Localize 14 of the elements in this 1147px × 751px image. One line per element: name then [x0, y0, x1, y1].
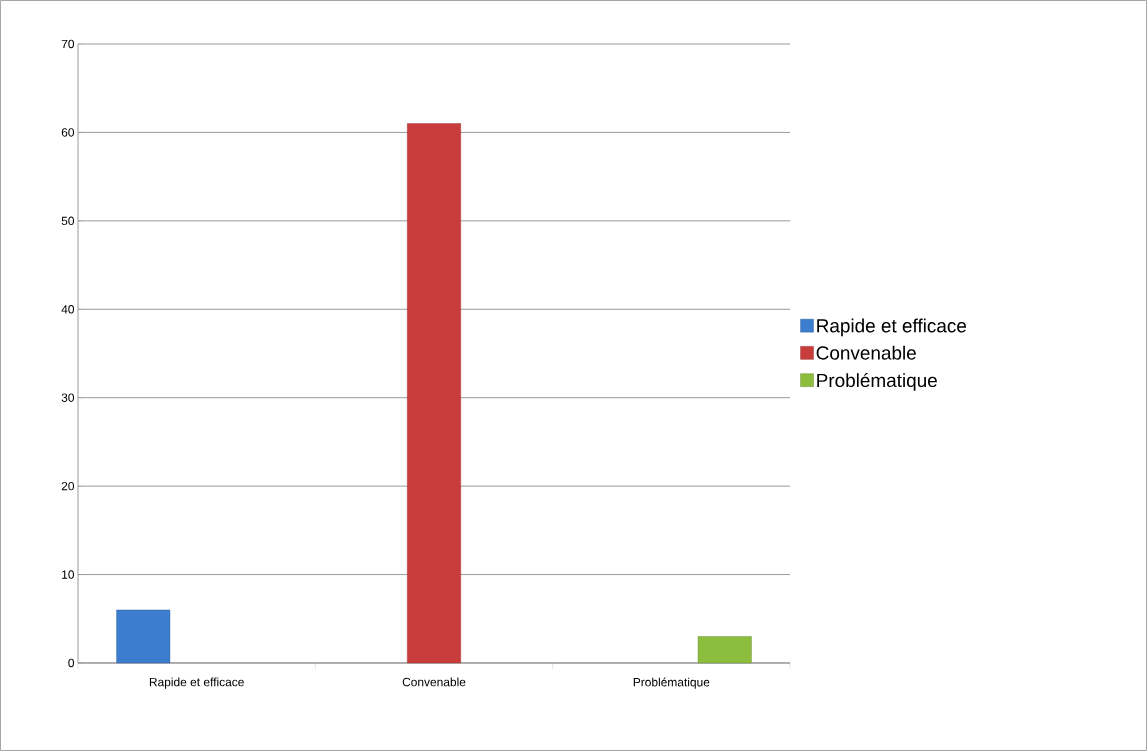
y-tick-label: 20	[61, 481, 75, 491]
x-tick-label: Rapide et efficace	[149, 677, 244, 689]
legend-label: Convenable	[816, 345, 916, 360]
y-tick-label: 60	[61, 128, 75, 137]
legend-label: Problématique	[817, 372, 937, 391]
y-tick-label: 40	[61, 305, 75, 314]
y-tick-label: 30	[61, 393, 75, 402]
x-tick-label: Convenable	[402, 677, 466, 687]
y-tick-label: 0	[68, 658, 75, 668]
y-tick-label: 70	[61, 39, 75, 49]
x-tick-label: Problématique	[633, 677, 710, 689]
y-tick-label: 50	[61, 216, 75, 226]
legend-label: Rapide et efficace	[817, 318, 967, 337]
y-tick-label: 10	[62, 570, 75, 579]
